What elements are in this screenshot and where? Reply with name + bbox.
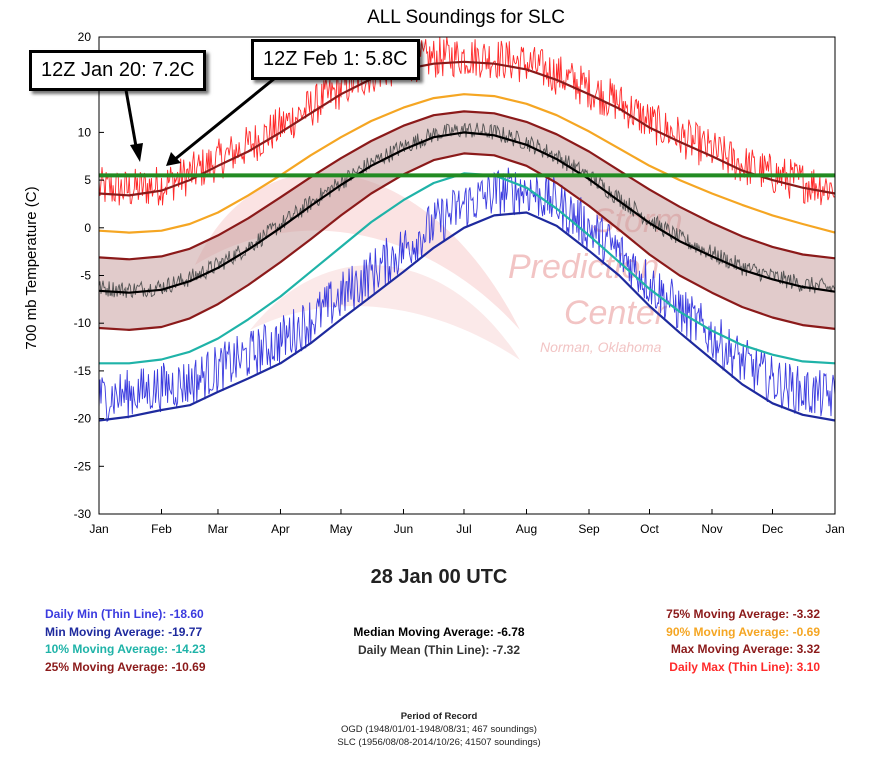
legend-10pct-moving-average: 10% Moving Average: -14.23 — [45, 642, 206, 656]
y-tick-label: -5 — [80, 269, 91, 283]
watermark-swirl-2 — [250, 265, 520, 360]
watermark-line3: Center — [564, 294, 668, 332]
y-tick-label: -20 — [74, 412, 92, 426]
annotation-jan20: 12Z Jan 20: 7.2C — [29, 50, 207, 91]
daily-max-thin-line — [98, 36, 836, 206]
period-ogd: OGD (1948/01/01-1948/08/31; 467 sounding… — [341, 724, 537, 735]
x-tick-label: May — [330, 522, 353, 536]
annotation-feb1: 12Z Feb 1: 5.8C — [251, 39, 420, 80]
legend-left: Daily Min (Thin Line): -18.60 Min Moving… — [45, 606, 206, 676]
y-tick-label: -15 — [74, 364, 92, 378]
y-tick-label: -10 — [74, 316, 92, 330]
x-tick-label: Feb — [151, 522, 172, 536]
arrow-feb1-head — [166, 152, 181, 166]
x-tick-label: Jun — [394, 522, 413, 536]
period-slc: SLC (1956/08/08-2014/10/26; 41507 soundi… — [337, 737, 541, 748]
series-line-median-moving-average — [98, 131, 836, 294]
chart: ALL Soundings for SLC 700 mb Temperature… — [23, 7, 845, 536]
legend-min-moving-average: Min Moving Average: -19.77 — [45, 624, 203, 639]
period-title: Period of Record — [400, 711, 478, 722]
series-line-90pct-moving-average — [98, 93, 836, 234]
legend-daily-min: Daily Min (Thin Line): -18.60 — [45, 607, 204, 621]
x-tick-label: Jul — [456, 522, 471, 536]
legend-90pct-moving-average: 90% Moving Average: -0.69 — [666, 624, 820, 639]
x-tick-label: Apr — [271, 522, 290, 536]
chart-title: ALL Soundings for SLC — [367, 7, 565, 28]
callout-arrows — [124, 72, 281, 166]
legend-25pct-moving-average: 25% Moving Average: -10.69 — [45, 659, 206, 674]
y-tick-label: 20 — [78, 30, 92, 44]
x-tick-label: Sep — [578, 522, 600, 536]
series-line-25pct-moving-average — [98, 152, 836, 331]
y-tick-label: 5 — [84, 173, 91, 187]
series-line-75pct-moving-average — [98, 110, 836, 261]
watermark-line2: Prediction — [508, 248, 659, 286]
y-tick-label: 10 — [78, 125, 92, 139]
watermark-line4: Norman, Oklahoma — [540, 339, 662, 355]
x-tick-label: Mar — [208, 522, 229, 536]
x-tick-label: Nov — [701, 522, 722, 536]
arrow-feb1 — [173, 72, 281, 162]
legend-daily-max: Daily Max (Thin Line): 3.10 — [669, 659, 820, 674]
arrow-jan20-head — [130, 143, 143, 162]
x-tick-label: Aug — [516, 522, 537, 536]
x-tick-label: Jan — [825, 522, 844, 536]
x-tick-label: Oct — [640, 522, 659, 536]
legend-max-moving-average: Max Moving Average: 3.32 — [670, 642, 820, 656]
series-line-min-moving-average — [98, 211, 836, 422]
x-tick-label: Jan — [89, 522, 108, 536]
arrow-jan20 — [124, 89, 139, 153]
y-tick-label: -30 — [74, 507, 92, 521]
legend-daily-mean: Daily Mean (Thin Line): -7.32 — [357, 642, 521, 657]
y-axis-label: 700 mb Temperature (C) — [23, 186, 40, 349]
legend-75pct-moving-average: 75% Moving Average: -3.32 — [666, 607, 820, 621]
y-tick-label: 0 — [84, 221, 91, 235]
series-line-max-moving-average — [98, 60, 836, 197]
legend-right: 75% Moving Average: -3.32 90% Moving Ave… — [666, 606, 820, 676]
legend-median-moving-average: Median Moving Average: -6.78 — [353, 625, 525, 639]
period-of-record: Period of Record OGD (1948/01/01-1948/08… — [0, 710, 878, 749]
current-time-label: 28 Jan 00 UTC — [370, 566, 508, 588]
y-tick-label: -25 — [74, 459, 92, 473]
legend-center: Median Moving Average: -6.78 Daily Mean … — [0, 624, 878, 659]
x-tick-label: Dec — [762, 522, 783, 536]
